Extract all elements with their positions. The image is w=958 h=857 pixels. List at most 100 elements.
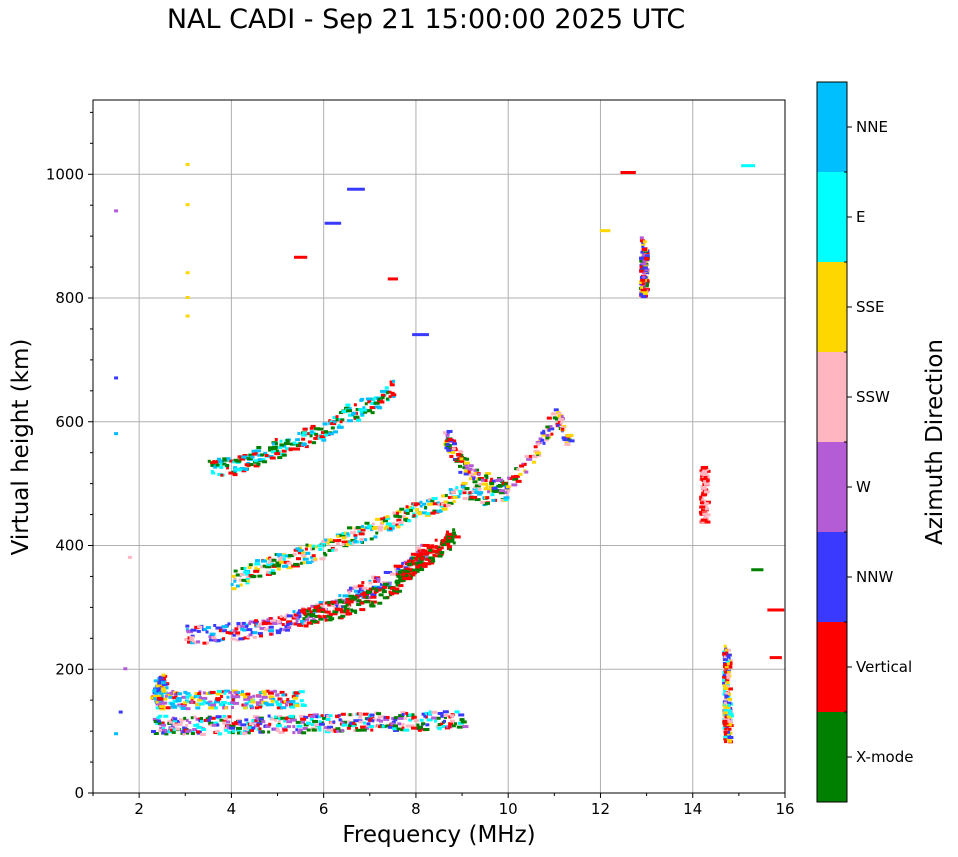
echo-point (206, 641, 210, 645)
x-tick-label: 10 (499, 800, 518, 818)
echo-point (277, 714, 283, 718)
echo-point (256, 723, 260, 727)
echo-point (276, 706, 283, 710)
echo-point (361, 524, 365, 528)
echo-point (431, 716, 435, 720)
echo-point (727, 727, 732, 731)
echo-point (374, 724, 378, 728)
echo-point (261, 690, 267, 694)
echo-point (227, 622, 231, 626)
echo-point (456, 725, 463, 729)
echo-point (151, 729, 157, 733)
echo-point (247, 726, 254, 730)
echo-point (338, 594, 342, 598)
echo-point (324, 430, 329, 434)
echo-point (481, 482, 488, 486)
echo-point (698, 510, 702, 514)
echo-point (216, 639, 221, 643)
echo-point (214, 700, 221, 704)
echo-point (318, 720, 322, 724)
echo-point (236, 622, 241, 626)
echo-point (158, 714, 163, 718)
echo-point (215, 715, 222, 719)
echo-point (491, 498, 496, 502)
echo-point (325, 431, 330, 435)
echo-point (177, 719, 181, 723)
echo-point (265, 565, 272, 569)
echo-point (408, 724, 415, 728)
echo-point (271, 621, 278, 625)
echo-point (244, 456, 248, 460)
echo-point (271, 697, 276, 701)
echo-point (185, 624, 190, 628)
echo-point (463, 472, 470, 476)
echo-point (494, 498, 498, 502)
echo-point (560, 415, 564, 419)
echo-point (302, 561, 306, 565)
echo-point (725, 653, 732, 657)
echo-point (359, 540, 363, 544)
echo-point (411, 571, 416, 575)
echo-point (341, 410, 348, 414)
echo-point (726, 662, 730, 666)
echo-point (311, 441, 316, 445)
echo-point (164, 694, 168, 698)
echo-point (258, 727, 262, 731)
echo-point (216, 689, 223, 693)
echo-point (456, 453, 462, 457)
echo-point (153, 732, 159, 736)
echo-point (415, 567, 420, 571)
echo-point (324, 726, 329, 730)
echo-point (210, 703, 217, 707)
echo-point (220, 703, 224, 707)
echo-point (568, 439, 575, 443)
echo-point (451, 724, 456, 728)
echo-point (231, 698, 235, 702)
echo-point (367, 400, 372, 404)
echo-point (213, 465, 218, 469)
echo-point (426, 546, 432, 550)
echo-point (332, 612, 338, 616)
echo-point (542, 441, 546, 445)
echo-point (261, 730, 265, 734)
echo-point (183, 716, 187, 720)
echo-point (701, 518, 708, 522)
echo-point (722, 652, 728, 656)
echo-point (243, 570, 250, 574)
echo-point (341, 543, 345, 547)
echo-point (469, 495, 474, 499)
echo-point (459, 718, 465, 722)
echo-point (307, 440, 312, 444)
echo-point (421, 548, 425, 552)
echo-point (190, 696, 196, 700)
echo-point (285, 622, 290, 626)
echo-point (462, 488, 467, 492)
echo-point (443, 537, 449, 541)
echo-point (478, 476, 485, 480)
echo-point (434, 545, 438, 549)
echo-point (246, 628, 253, 632)
echo-point (368, 579, 372, 583)
echo-point (335, 418, 339, 422)
echo-point (304, 445, 309, 449)
echo-point (643, 254, 650, 258)
echo-point (322, 422, 328, 426)
echo-point (533, 449, 540, 453)
echo-point (726, 676, 731, 680)
echo-point (353, 719, 360, 723)
echo-point (508, 476, 513, 480)
echo-point (560, 426, 566, 430)
echo-point (300, 561, 304, 565)
echo-point (269, 632, 273, 636)
echo-point (313, 620, 318, 624)
echo-point (369, 406, 376, 410)
echo-point (169, 727, 174, 731)
echo-point (370, 595, 377, 599)
echo-point (255, 701, 262, 705)
echo-point (164, 732, 169, 736)
echo-point (727, 739, 732, 743)
echo-point (458, 713, 465, 717)
echo-point (188, 721, 192, 725)
echo-point (643, 278, 647, 282)
